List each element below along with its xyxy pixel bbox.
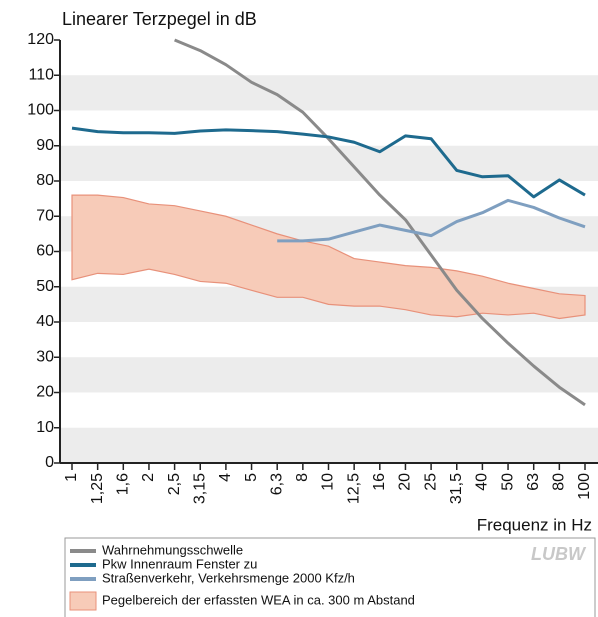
grid-band (60, 357, 598, 393)
grid-band (60, 145, 598, 181)
y-tick-label: 120 (27, 31, 54, 48)
range-area (71, 194, 586, 320)
y-tick-label: 110 (28, 66, 54, 83)
legend-box (64, 537, 596, 617)
x-tick-label: 5 (243, 473, 260, 482)
x-tick-label: 4 (217, 473, 234, 482)
x-tick-label: 63 (525, 473, 542, 491)
x-tick-label: 10 (320, 473, 337, 491)
x-tick-label: 100 (576, 473, 593, 500)
y-tick-label: 10 (36, 419, 54, 436)
x-tick-label: 6,3 (268, 473, 285, 495)
x-tick-label: 1,25 (89, 473, 106, 504)
x-tick-label: 12,5 (345, 473, 362, 504)
legend-label: Pegelbereich der erfassten WEA in ca. 30… (102, 592, 415, 607)
x-tick-label: 1 (63, 473, 80, 482)
grid-band (60, 75, 598, 111)
y-tick-label: 0 (45, 454, 54, 471)
series-line (174, 38, 586, 407)
x-axis-title: Frequenz in Hz (477, 515, 592, 534)
legend-label: Wahrnehmungsschwelle (102, 542, 243, 557)
logo: LUBW (531, 544, 587, 564)
x-tick-label: 20 (397, 473, 414, 491)
legend-swatch (69, 591, 97, 611)
y-tick-label: 100 (27, 102, 54, 119)
y-tick-label: 80 (36, 172, 54, 189)
legend-label: Straßenverkehr, Verkehrsmenge 2000 Kfz/h (102, 570, 355, 585)
y-tick-label: 40 (36, 313, 54, 330)
x-tick-label: 80 (551, 473, 568, 491)
y-tick-label: 30 (36, 348, 54, 365)
series-line (277, 198, 586, 243)
y-tick-label: 50 (36, 278, 54, 295)
x-tick-label: 2,5 (166, 473, 183, 495)
y-tick-label: 60 (36, 243, 54, 260)
x-tick-label: 8 (294, 473, 311, 482)
x-tick-label: 31,5 (448, 473, 465, 504)
legend-label: Pkw Innenraum Fenster zu (102, 556, 257, 571)
x-tick-label: 2 (140, 473, 157, 482)
x-tick-label: 16 (371, 473, 388, 491)
y-tick-label: 90 (36, 137, 54, 154)
x-tick-label: 1,6 (115, 473, 132, 495)
grid-band (60, 427, 598, 463)
x-tick-label: 3,15 (191, 473, 208, 504)
y-tick-label: 70 (36, 207, 54, 224)
x-tick-label: 25 (422, 473, 439, 491)
x-tick-label: 40 (474, 473, 491, 491)
y-axis-title: Linearer Terzpegel in dB (62, 9, 257, 29)
series-line (71, 126, 586, 199)
y-tick-label: 20 (36, 384, 54, 401)
x-tick-label: 50 (499, 473, 516, 491)
